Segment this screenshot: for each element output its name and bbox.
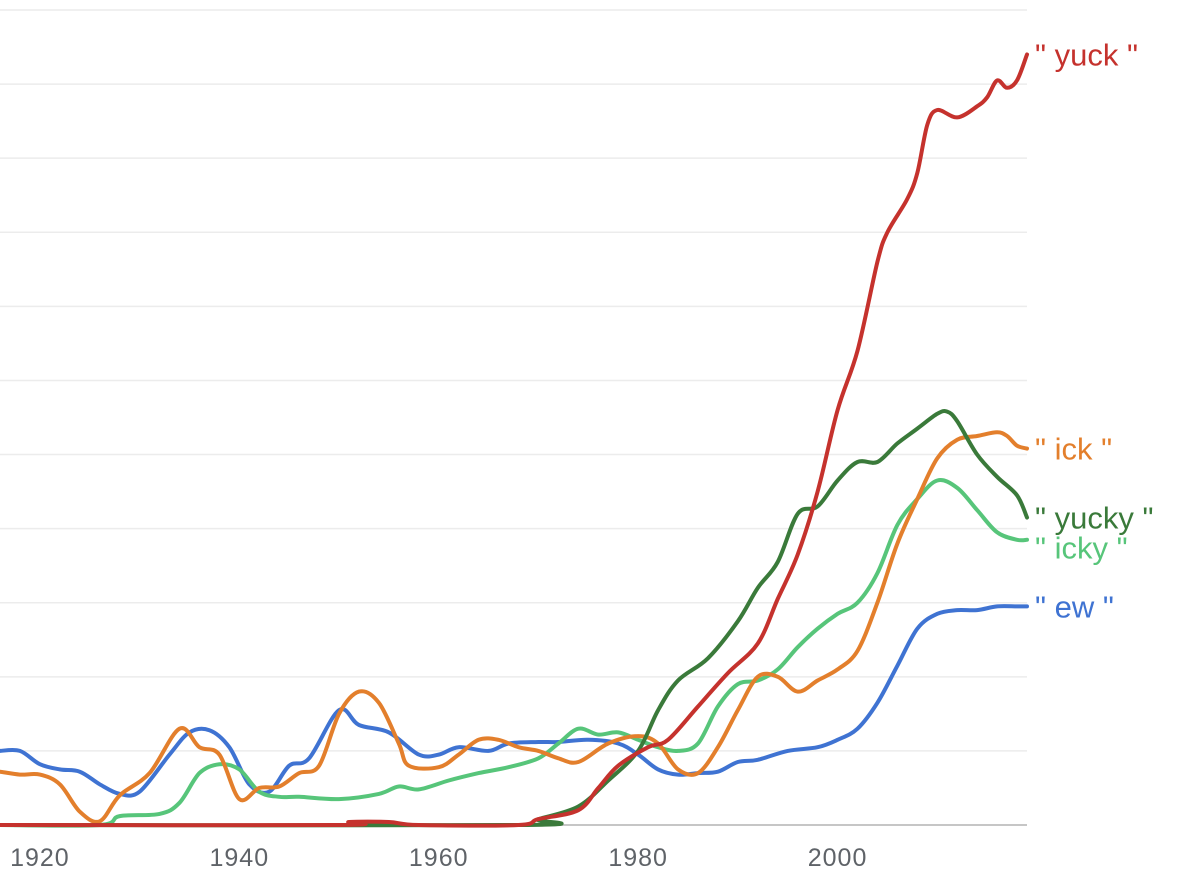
series-label: " yuck " [1035,37,1138,72]
series-label: " ick " [1035,432,1112,467]
x-tick-label: 1940 [209,844,269,872]
series-line [0,604,1029,798]
series-label: " icky " [1035,531,1128,566]
series-line [0,430,1029,824]
x-tick-label: 1960 [409,844,469,872]
x-tick-label: 1920 [10,844,70,872]
x-axis-tick-labels: 1920 1940 1960 1980 2000 [10,844,868,872]
x-tick-label: 2000 [808,844,868,872]
series-label: " yucky " [1035,501,1153,536]
series-line [0,52,1029,828]
series-label: " ew " [1035,589,1114,624]
gridlines [0,9,1027,826]
series-line [0,478,1029,828]
series-end-labels: " yuck " " ick " " yucky "" icky " " ew " [1035,37,1153,624]
series-lines [0,52,1029,828]
x-tick-label: 1980 [608,844,668,872]
